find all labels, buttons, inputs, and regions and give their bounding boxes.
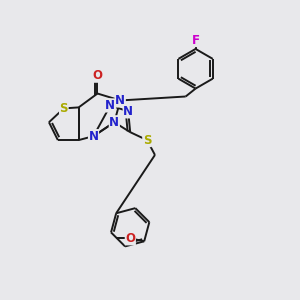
Text: N: N [115,94,125,107]
Text: N: N [123,105,133,118]
Text: N: N [109,116,119,129]
Text: S: S [60,102,68,115]
Text: N: N [105,99,116,112]
Text: S: S [143,134,151,147]
Text: F: F [192,34,200,46]
Text: O: O [92,69,103,82]
Text: O: O [125,232,135,245]
Text: N: N [88,130,98,142]
